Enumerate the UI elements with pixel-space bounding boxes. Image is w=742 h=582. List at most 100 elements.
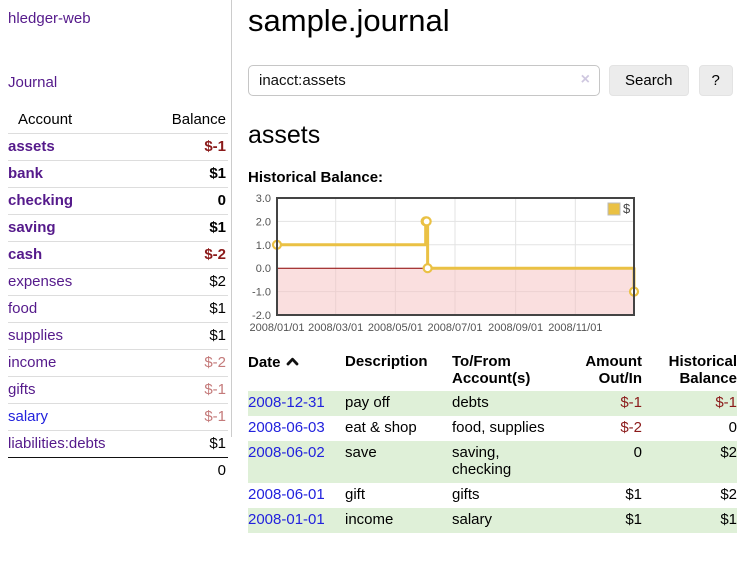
account-row: food $1: [8, 295, 228, 323]
transaction-amount: $-2: [620, 419, 642, 436]
register-row: 2008-01-01 income salary $1 $1: [248, 508, 737, 533]
account-link-assets[interactable]: assets: [8, 138, 55, 155]
transaction-amount: $1: [625, 486, 642, 503]
svg-text:2008/07/01: 2008/07/01: [427, 322, 482, 334]
transaction-date-link[interactable]: 2008-06-03: [248, 419, 325, 436]
register-row: 2008-06-03 eat & shop food, supplies $-2…: [248, 416, 737, 441]
account-row: bank $1: [8, 160, 228, 188]
sidebar-item-journal[interactable]: Journal: [8, 74, 58, 91]
svg-text:-1.0: -1.0: [252, 287, 271, 299]
account-row: checking 0: [8, 187, 228, 215]
app: hledger-web Journal Account Balance asse…: [0, 0, 742, 533]
svg-text:1.0: 1.0: [256, 240, 271, 252]
account-link-checking[interactable]: checking: [8, 192, 74, 209]
svg-text:2008/09/01: 2008/09/01: [488, 322, 543, 334]
historical-balance-chart: 3.0 2.0 1.0 0.0 -1.0 -2.0 2008/01/01 2008/03/01…: [248, 190, 737, 338]
svg-text:2008/05/01: 2008/05/01: [368, 322, 423, 334]
account-balance: $-2: [140, 349, 228, 377]
transaction-description: gift: [345, 486, 366, 503]
sidebar-divider: [231, 0, 232, 437]
chart-title: Historical Balance:: [248, 169, 384, 186]
search-input[interactable]: [248, 65, 600, 96]
transaction-date-link[interactable]: 2008-12-31: [248, 394, 325, 411]
register-header-amount: Amount Out/In: [585, 353, 642, 387]
register-row: 2008-12-31 pay off debts $-1 $-1: [248, 391, 737, 416]
transaction-description: income: [345, 511, 394, 528]
transaction-amount: 0: [633, 444, 642, 461]
transaction-date-link[interactable]: 2008-06-01: [248, 486, 325, 503]
register-header-balance: Historical Balance: [668, 353, 737, 387]
account-row: supplies $1: [8, 322, 228, 350]
accounts-header-account: Account: [18, 111, 73, 128]
transaction-amount: $-1: [620, 394, 642, 411]
register-header-row: Date Description To/From Account(s) Amou…: [248, 351, 737, 391]
transaction-accounts: food, supplies: [452, 419, 545, 436]
account-balance: $1: [140, 430, 228, 458]
account-row: saving $1: [8, 214, 228, 242]
register-row: 2008-06-02 save saving, checking 0 $2: [248, 441, 737, 483]
transaction-balance: $-1: [715, 394, 737, 411]
register-header-date[interactable]: Date: [248, 351, 345, 391]
svg-text:2.0: 2.0: [256, 216, 271, 228]
account-link-gifts[interactable]: gifts: [8, 381, 36, 398]
account-heading: assets: [248, 121, 321, 149]
transaction-accounts: debts: [452, 394, 489, 411]
sidebar: hledger-web Journal Account Balance asse…: [0, 0, 232, 533]
transaction-description: eat & shop: [345, 419, 417, 436]
transaction-date-link[interactable]: 2008-01-01: [248, 511, 325, 528]
accounts-table-header: Account Balance: [8, 107, 228, 134]
accounts-total: 0: [140, 457, 228, 484]
help-button[interactable]: ?: [698, 65, 733, 96]
account-row: cash $-2: [8, 241, 228, 269]
account-link-food[interactable]: food: [8, 300, 38, 317]
register-table: Date Description To/From Account(s) Amou…: [248, 351, 737, 533]
page-title: sample.journal: [248, 3, 450, 38]
account-row: expenses $2: [8, 268, 228, 296]
transaction-accounts: saving, checking: [452, 444, 512, 478]
account-link-income[interactable]: income: [8, 354, 57, 371]
transaction-amount: $1: [625, 511, 642, 528]
clear-search-icon[interactable]: ×: [580, 71, 590, 88]
transaction-balance: $2: [720, 486, 737, 503]
account-row: liabilities:debts $1: [8, 430, 228, 458]
search-bar: × Search ?: [248, 65, 737, 96]
account-link-salary[interactable]: salary: [8, 408, 49, 425]
svg-text:3.0: 3.0: [256, 193, 271, 205]
svg-text:2008/01/01: 2008/01/01: [249, 322, 304, 334]
account-link-liabilities-debts[interactable]: liabilities:debts: [8, 435, 106, 452]
account-balance: $1: [140, 214, 228, 242]
account-row: assets $-1: [8, 133, 228, 161]
transaction-balance: $1: [720, 511, 737, 528]
app-brand[interactable]: hledger-web: [8, 10, 91, 27]
accounts-table: Account Balance assets $-1 bank $1 check…: [8, 107, 228, 484]
svg-text:$: $: [623, 201, 631, 216]
transaction-balance: 0: [728, 419, 737, 436]
svg-text:2008/11/01: 2008/11/01: [548, 322, 602, 334]
account-link-cash[interactable]: cash: [8, 246, 43, 263]
register-header-accounts: To/From Account(s): [452, 353, 531, 387]
account-link-bank[interactable]: bank: [8, 165, 44, 182]
account-link-saving[interactable]: saving: [8, 219, 56, 236]
accounts-total-row: 0: [8, 457, 228, 484]
account-balance: 0: [140, 187, 228, 215]
account-balance: $-1: [140, 133, 228, 161]
svg-text:2008/03/01: 2008/03/01: [308, 322, 363, 334]
transaction-balance: $2: [720, 444, 737, 461]
transaction-date-link[interactable]: 2008-06-02: [248, 444, 325, 461]
account-balance: $-1: [140, 403, 228, 431]
register-row: 2008-06-01 gift gifts $1 $2: [248, 483, 737, 508]
search-button[interactable]: Search: [609, 65, 689, 96]
transaction-accounts: gifts: [452, 486, 480, 503]
transaction-description: pay off: [345, 394, 390, 411]
transaction-description: save: [345, 444, 377, 461]
account-row: gifts $-1: [8, 376, 228, 404]
account-row: income $-2: [8, 349, 228, 377]
main-content: sample.journal × Search ? assets Histori…: [232, 0, 742, 533]
sort-ascending-icon: [286, 353, 299, 370]
register-header-description: Description: [345, 353, 428, 370]
account-balance: $1: [140, 295, 228, 323]
account-link-supplies[interactable]: supplies: [8, 327, 64, 344]
account-link-expenses[interactable]: expenses: [8, 273, 73, 290]
account-balance: $1: [140, 322, 228, 350]
